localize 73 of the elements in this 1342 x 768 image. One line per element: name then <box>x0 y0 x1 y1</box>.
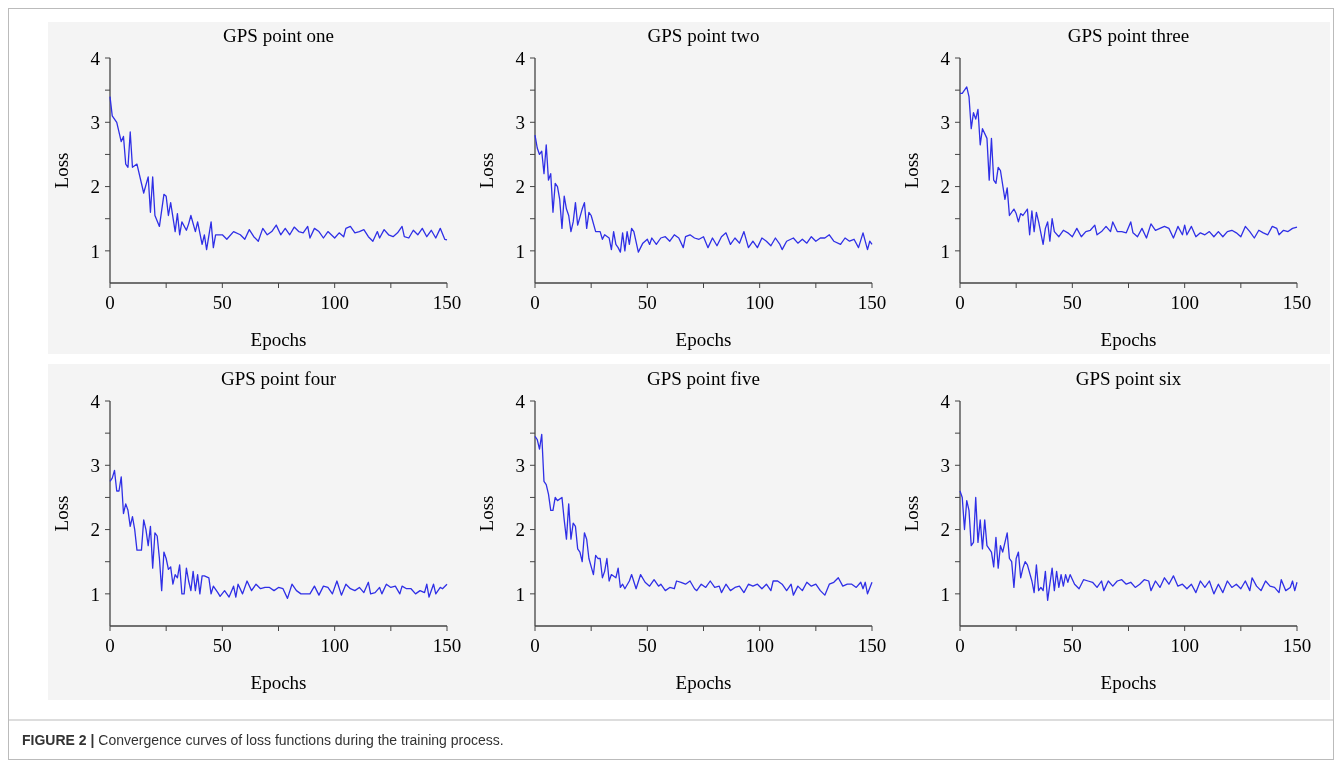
y-tick-label: 2 <box>940 519 950 541</box>
x-axis-title: Epochs <box>1100 672 1157 693</box>
x-tick-label: 50 <box>1062 635 1082 656</box>
line-series <box>959 490 1298 601</box>
y-tick-label: 4 <box>940 390 951 412</box>
y-tick-label: 1 <box>515 583 525 605</box>
y-tick-label: 3 <box>90 111 100 133</box>
x-tick-label: 150 <box>857 635 887 656</box>
y-axis-title: Loss <box>51 495 72 532</box>
y-tick-label: 2 <box>940 176 950 198</box>
x-tick-label: 150 <box>1282 292 1312 313</box>
x-tick-label: 100 <box>1170 292 1199 313</box>
line-series <box>109 95 448 251</box>
y-tick-label: 1 <box>515 240 525 262</box>
x-tick-label: 0 <box>955 635 965 656</box>
line-series <box>534 134 873 253</box>
y-tick-label: 4 <box>90 47 101 69</box>
x-tick-label: 150 <box>432 635 462 656</box>
x-tick-label: 0 <box>955 292 965 313</box>
y-tick-label: 3 <box>90 454 100 476</box>
x-tick-label: 100 <box>745 635 774 656</box>
y-tick-label: 2 <box>515 176 525 198</box>
y-tick-label: 3 <box>940 454 950 476</box>
x-tick-label: 0 <box>530 635 540 656</box>
y-axis-title: Loss <box>901 152 922 189</box>
y-tick-label: 2 <box>90 519 100 541</box>
chart-title: GPS point one <box>223 25 334 46</box>
x-axis-title: Epochs <box>250 672 307 693</box>
y-axis-title: Loss <box>51 152 72 189</box>
chart-title: GPS point three <box>1067 25 1190 46</box>
y-axis-title: Loss <box>476 495 497 532</box>
x-tick-label: 150 <box>857 292 887 313</box>
x-tick-label: 50 <box>212 635 232 656</box>
x-axis-title: Epochs <box>1100 329 1157 350</box>
x-tick-label: 0 <box>105 635 115 656</box>
x-axis-title: Epochs <box>250 329 307 350</box>
y-tick-label: 4 <box>515 47 526 69</box>
line-series <box>534 433 873 596</box>
y-tick-label: 3 <box>940 111 950 133</box>
x-axis-title: Epochs <box>675 672 732 693</box>
y-tick-label: 1 <box>940 240 950 262</box>
y-tick-label: 4 <box>90 390 101 412</box>
line-series <box>959 86 1298 246</box>
x-tick-label: 150 <box>432 292 462 313</box>
chart-title: GPS point five <box>647 368 760 389</box>
y-tick-label: 1 <box>940 583 950 605</box>
chart-title: GPS point four <box>220 368 337 389</box>
y-axis-title: Loss <box>476 152 497 189</box>
x-tick-label: 50 <box>637 292 657 313</box>
caption: FIGURE 2 | Convergence curves of loss functions during the training process. <box>22 732 504 748</box>
y-tick-label: 2 <box>515 519 525 541</box>
x-tick-label: 100 <box>320 635 349 656</box>
x-tick-label: 50 <box>212 292 232 313</box>
y-tick-label: 4 <box>940 47 951 69</box>
x-tick-label: 0 <box>105 292 115 313</box>
chart-title: GPS point six <box>1075 368 1182 389</box>
chart-title: GPS point two <box>647 25 760 46</box>
y-tick-label: 3 <box>515 454 525 476</box>
y-tick-label: 3 <box>515 111 525 133</box>
x-tick-label: 50 <box>637 635 657 656</box>
y-axis-title: Loss <box>901 495 922 532</box>
x-tick-label: 100 <box>320 292 349 313</box>
y-tick-label: 1 <box>90 240 100 262</box>
x-axis-title: Epochs <box>675 329 732 350</box>
x-tick-label: 150 <box>1282 635 1312 656</box>
y-tick-label: 4 <box>515 390 526 412</box>
x-tick-label: 100 <box>1170 635 1199 656</box>
y-tick-label: 1 <box>90 583 100 605</box>
x-tick-label: 100 <box>745 292 774 313</box>
x-tick-label: 50 <box>1062 292 1082 313</box>
line-series <box>109 469 448 600</box>
x-tick-label: 0 <box>530 292 540 313</box>
y-tick-label: 2 <box>90 176 100 198</box>
